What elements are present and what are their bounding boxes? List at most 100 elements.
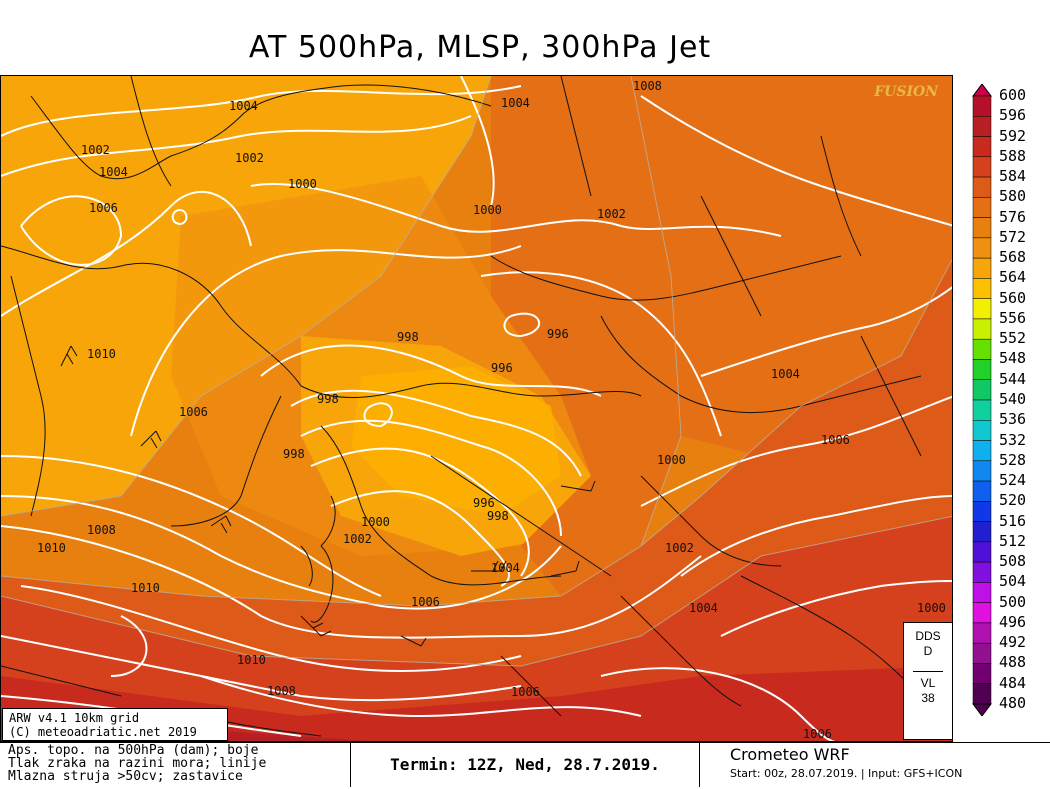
colorbar-label: 592 (999, 126, 1027, 145)
colorbar-label: 492 (999, 633, 1027, 652)
colorbar: 600 596 592 588 584 580 576 572 568 564 560 556 552 5… (967, 83, 1047, 717)
colorbar-label: 548 (999, 349, 1027, 368)
colorbar-label: 564 (999, 268, 1027, 287)
colorbar-label: 500 (999, 592, 1027, 611)
pressure-label: 1002 (343, 532, 372, 546)
pressure-label: 1004 (491, 561, 520, 575)
colorbar-swatch (972, 136, 992, 158)
colorbar-swatch (972, 156, 992, 178)
colorbar-swatch (972, 420, 992, 441)
colorbar-label: 524 (999, 471, 1027, 490)
pressure-label: 998 (317, 392, 339, 406)
colorbar-top-arrow (972, 83, 992, 97)
model-start: Start: 00z, 28.07.2019. | Input: GFS+ICO… (730, 767, 963, 780)
fusion-watermark: FUSION (874, 84, 938, 100)
band-edges (1, 76, 952, 667)
pressure-label: 1010 (87, 347, 116, 361)
pressure-label: 1008 (87, 523, 116, 537)
colorbar-label: 488 (999, 653, 1027, 672)
colorbar-label: 516 (999, 511, 1027, 530)
colorbar-label: 596 (999, 106, 1027, 125)
colorbar-swatch (972, 561, 992, 583)
colorbar-swatch (972, 460, 992, 482)
colorbar-swatch (972, 116, 992, 137)
colorbar-bottom-arrow (972, 703, 992, 717)
pressure-label: 1010 (37, 541, 66, 555)
footer-termin-box: Termin: 12Z, Ned, 28.7.2019. (350, 743, 700, 787)
pressure-label: 1008 (633, 79, 662, 93)
colorbar-swatches (972, 83, 992, 717)
pressure-label: 998 (397, 330, 419, 344)
colorbar-swatch (972, 622, 992, 644)
footer-description: Aps. topo. na 500hPa (dam); boje Tlak zr… (8, 744, 266, 783)
colorbar-swatch (972, 480, 992, 502)
pressure-label: 1000 (361, 515, 390, 529)
dds-line2: D (923, 644, 933, 658)
dds-line4: 38 (921, 691, 935, 705)
forecast-termin: Termin: 12Z, Ned, 28.7.2019. (390, 755, 660, 774)
pressure-label: 1000 (917, 601, 946, 615)
colorbar-swatch (972, 338, 992, 360)
footer: Aps. topo. na 500hPa (dam); boje Tlak zr… (0, 742, 1050, 789)
colorbar-swatch (972, 176, 992, 198)
pressure-label: 1008 (267, 684, 296, 698)
pressure-labels: 1004 1002 1004 1006 1002 1000 1008 1004 … (37, 79, 946, 741)
colorbar-swatch (972, 683, 992, 705)
dds-box: DDS D VL 38 (903, 622, 953, 740)
colorbar-swatch (972, 379, 992, 401)
colorbar-label: 480 (999, 694, 1027, 712)
colorbar-label: 560 (999, 288, 1027, 307)
pressure-label: 1002 (665, 541, 694, 555)
colorbar-label: 512 (999, 531, 1027, 550)
dds-line1: DDS (915, 629, 941, 643)
colorbar-swatch (972, 95, 992, 117)
colorbar-swatch (972, 217, 992, 239)
colorbar-label: 540 (999, 390, 1027, 408)
pressure-label: 1006 (89, 201, 118, 215)
colorbar-swatch (972, 501, 992, 522)
colorbar-swatch (972, 541, 992, 563)
colorbar-label: 484 (999, 673, 1027, 692)
colorbar-label: 536 (999, 410, 1027, 429)
footer-desc-line2: Tlak zraka na razini mora; linije (8, 756, 267, 771)
pressure-label: 1000 (657, 453, 686, 467)
pressure-label: 998 (283, 447, 305, 461)
pressure-label: 1006 (511, 685, 540, 699)
pressure-label: 1006 (411, 595, 440, 609)
colorbar-label: 496 (999, 612, 1027, 631)
model-info-line1: ARW v4.1 10km grid (9, 711, 140, 725)
colorbar-swatch (972, 237, 992, 259)
pressure-label: 1010 (237, 653, 266, 667)
pressure-label: 998 (487, 509, 509, 523)
pressure-label: 996 (473, 496, 495, 510)
footer-desc-line1: Aps. topo. na 500hPa (dam); boje (8, 743, 259, 758)
colorbar-swatch (972, 197, 992, 218)
pressure-label: 1004 (771, 367, 800, 381)
colorbar-label: 572 (999, 227, 1027, 246)
map-canvas: 1004 1002 1004 1006 1002 1000 1008 1004 … (1, 76, 952, 741)
pressure-label: 996 (547, 327, 569, 341)
pressure-label: 1000 (473, 203, 502, 217)
colorbar-label: 588 (999, 146, 1027, 165)
colorbar-swatch (972, 521, 992, 543)
band-576-east (491, 76, 681, 596)
colorbar-label: 580 (999, 187, 1027, 206)
weather-map: 1004 1002 1004 1006 1002 1000 1008 1004 … (0, 75, 953, 742)
pressure-label: 996 (491, 361, 513, 375)
pressure-label: 1002 (597, 207, 626, 221)
model-info-box: ARW v4.1 10km grid (C) meteoadriatic.net… (2, 708, 228, 741)
pressure-label: 1004 (689, 601, 718, 615)
dds-divider (913, 671, 943, 672)
colorbar-label: 520 (999, 491, 1027, 510)
pressure-label: 1004 (99, 165, 128, 179)
footer-desc-line3: Mlazna struja >50cv; zastavice (8, 769, 243, 784)
colorbar-label: 584 (999, 167, 1027, 186)
colorbar-swatch (972, 399, 992, 421)
colorbar-swatch (972, 440, 992, 462)
colorbar-swatch (972, 663, 992, 684)
colorbar-swatch (972, 318, 992, 340)
colorbar-label: 508 (999, 552, 1027, 571)
borders (1, 76, 922, 737)
pressure-label: 1004 (501, 96, 530, 110)
dds-line3: VL (920, 676, 936, 690)
